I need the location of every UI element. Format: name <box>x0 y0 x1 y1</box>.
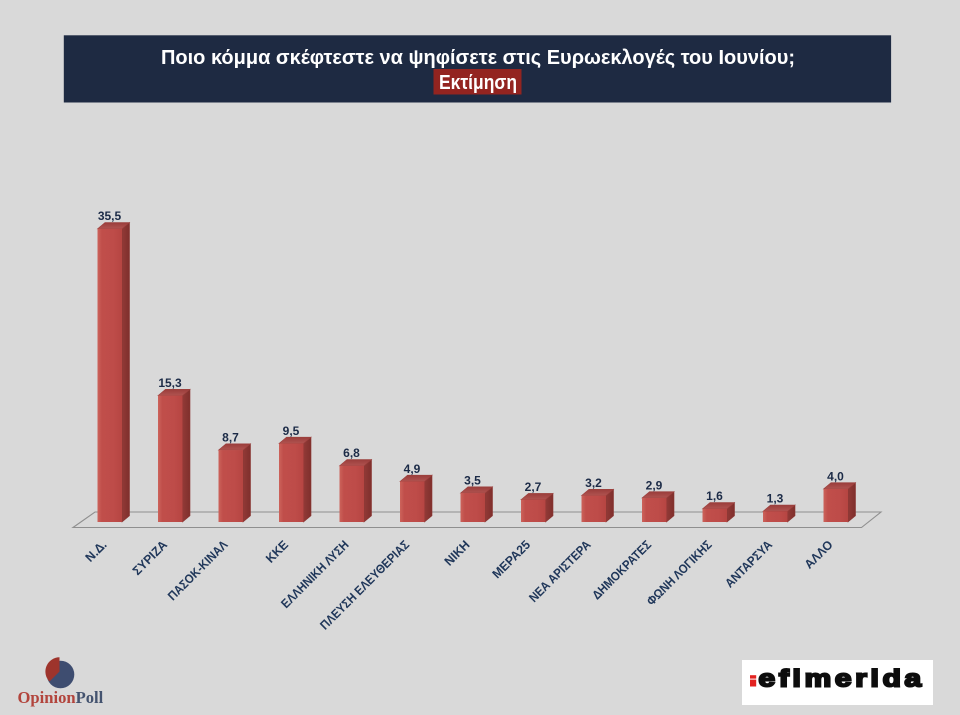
svg-text:ΝΕΑ ΑΡΙΣΤΕΡΑ: ΝΕΑ ΑΡΙΣΤΕΡΑ <box>526 538 593 605</box>
svg-text:ΚΚΕ: ΚΚΕ <box>263 538 291 566</box>
svg-text:OpinionPoll: OpinionPoll <box>18 688 104 707</box>
svg-text:ΑΝΤΑΡΣΥΑ: ΑΝΤΑΡΣΥΑ <box>722 538 775 591</box>
svg-text:ΜΕΡΑ25: ΜΕΡΑ25 <box>490 538 534 582</box>
svg-text:6,8: 6,8 <box>343 446 360 460</box>
svg-text:3,5: 3,5 <box>464 474 481 488</box>
svg-text:1,6: 1,6 <box>706 489 723 503</box>
svg-text:9,5: 9,5 <box>283 424 300 438</box>
svg-text:ΔΗΜΟΚΡΑΤΕΣ: ΔΗΜΟΚΡΑΤΕΣ <box>589 537 654 602</box>
svg-text:ΣΥΡΙΖΑ: ΣΥΡΙΖΑ <box>130 538 170 578</box>
svg-text:ΦΩΝΗ ΛΟΓΙΚΗΣ: ΦΩΝΗ ΛΟΓΙΚΗΣ <box>644 537 715 608</box>
svg-text:2,7: 2,7 <box>525 480 542 494</box>
svg-text:15,3: 15,3 <box>158 376 182 390</box>
svg-text:4,9: 4,9 <box>404 462 421 476</box>
svg-text:Ν.Δ.: Ν.Δ. <box>83 538 110 565</box>
svg-text:Εκτίμηση: Εκτίμηση <box>439 72 517 94</box>
svg-text:35,5: 35,5 <box>98 209 122 223</box>
svg-text:Ποιο κόμμα σκέφτεστε να ψηφίσε: Ποιο κόμμα σκέφτεστε να ψηφίσετε στις Ευ… <box>161 47 795 69</box>
svg-text:ΠΑΣΟΚ-ΚΙΝΑΛ: ΠΑΣΟΚ-ΚΙΝΑΛ <box>165 537 231 603</box>
svg-text:ΝΙΚΗ: ΝΙΚΗ <box>442 538 473 569</box>
svg-text:3,2: 3,2 <box>585 476 602 490</box>
svg-text:ΑΛΛΟ: ΑΛΛΟ <box>802 538 836 572</box>
svg-text:efimerida: efimerida <box>759 664 925 691</box>
svg-text:4,0: 4,0 <box>827 469 844 483</box>
svg-text:2,9: 2,9 <box>646 478 663 492</box>
svg-text:8,7: 8,7 <box>222 431 239 445</box>
svg-text:1,3: 1,3 <box>767 492 784 506</box>
